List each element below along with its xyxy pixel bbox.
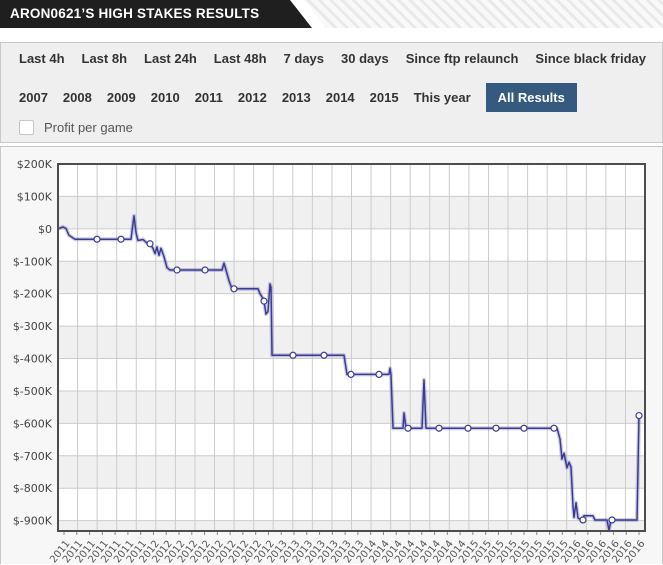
data-point-marker[interactable] [635, 411, 643, 420]
data-point-marker[interactable] [320, 351, 328, 359]
filter-since-black-friday[interactable]: Since black friday [535, 51, 646, 66]
filter-7-days[interactable]: 7 days [283, 51, 325, 66]
data-point-marker[interactable] [173, 266, 181, 274]
data-point-marker[interactable] [117, 235, 125, 243]
filter-last-8h[interactable]: Last 8h [81, 51, 128, 66]
data-point-marker[interactable] [93, 235, 101, 243]
filter-since-ftp-relaunch[interactable]: Since ftp relaunch [405, 51, 519, 66]
y-axis-label: $200K [17, 158, 53, 171]
data-point-marker[interactable] [608, 516, 616, 524]
y-axis-label: $-800K [13, 482, 53, 495]
data-point-marker[interactable] [289, 351, 297, 359]
results-chart[interactable]: $200K $100K $0 $-100K $-200K $-300K $-400K $-50… [1, 147, 663, 565]
filter-row-years: 2007 2008 2009 2010 2011 2012 2013 2014 2015 This… [19, 83, 577, 112]
data-point-marker[interactable] [579, 516, 587, 524]
data-point-marker[interactable] [550, 424, 558, 432]
data-point-marker[interactable] [435, 424, 443, 432]
data-point-marker[interactable] [201, 266, 209, 274]
filter-30-days[interactable]: 30 days [341, 51, 389, 66]
y-axis-label: $100K [17, 190, 53, 203]
data-point-marker[interactable] [146, 240, 154, 248]
filter-2014[interactable]: 2014 [325, 90, 355, 105]
filter-2012[interactable]: 2012 [237, 90, 267, 105]
data-point-marker[interactable] [375, 370, 383, 379]
filter-2015[interactable]: 2015 [369, 90, 399, 105]
filter-last-48h[interactable]: Last 48h [213, 51, 267, 66]
page-title: ARON0621’S HIGH STAKES RESULTS [10, 6, 260, 21]
page-header: ARON0621’S HIGH STAKES RESULTS [0, 0, 663, 28]
data-point-marker[interactable] [520, 424, 528, 432]
filter-last-24h[interactable]: Last 24h [144, 51, 197, 66]
y-axis-label: $-700K [13, 450, 53, 463]
y-axis-label: $-900K [13, 515, 53, 528]
data-point-marker[interactable] [404, 424, 412, 432]
data-point-marker[interactable] [347, 370, 355, 379]
series-line [57, 215, 640, 532]
filter-all-results-button[interactable]: All Results [485, 83, 577, 112]
y-axis-label: $-400K [13, 353, 53, 366]
data-point-marker[interactable] [464, 424, 472, 432]
filter-this-year[interactable]: This year [413, 90, 471, 105]
filter-2013[interactable]: 2013 [281, 90, 311, 105]
y-axis-label: $-600K [13, 417, 53, 430]
filter-2011[interactable]: 2011 [194, 90, 223, 105]
filter-last-4h[interactable]: Last 4h [19, 51, 65, 66]
filter-2010[interactable]: 2010 [150, 90, 180, 105]
filter-2008[interactable]: 2008 [62, 90, 92, 105]
data-point-marker[interactable] [230, 285, 238, 293]
y-axis-label: $-200K [13, 288, 53, 301]
filter-2009[interactable]: 2009 [106, 90, 136, 105]
header-black-banner [0, 0, 312, 28]
y-axis-label: $0 [38, 223, 52, 236]
filter-2007[interactable]: 2007 [19, 90, 48, 105]
chart-panel: $200K $100K $0 $-100K $-200K $-300K $-400K $-50… [0, 146, 663, 565]
data-point-marker[interactable] [260, 297, 268, 305]
plot-frame [57, 163, 646, 532]
header-stripe-decoration [304, 0, 663, 28]
y-axis-label: $-100K [13, 255, 53, 268]
y-axis-label: $-500K [13, 385, 53, 398]
filter-row-time: Last 4h Last 8h Last 24h Last 48h 7 days 30 d… [19, 51, 646, 66]
profit-per-game-label: Profit per game [44, 120, 133, 135]
profit-per-game-row: Profit per game [19, 120, 133, 135]
filter-panel: Last 4h Last 8h Last 24h Last 48h 7 days 30 d… [0, 42, 663, 143]
data-point-marker[interactable] [492, 424, 500, 432]
profit-per-game-checkbox[interactable] [19, 120, 34, 135]
y-axis-label: $-300K [13, 320, 53, 333]
